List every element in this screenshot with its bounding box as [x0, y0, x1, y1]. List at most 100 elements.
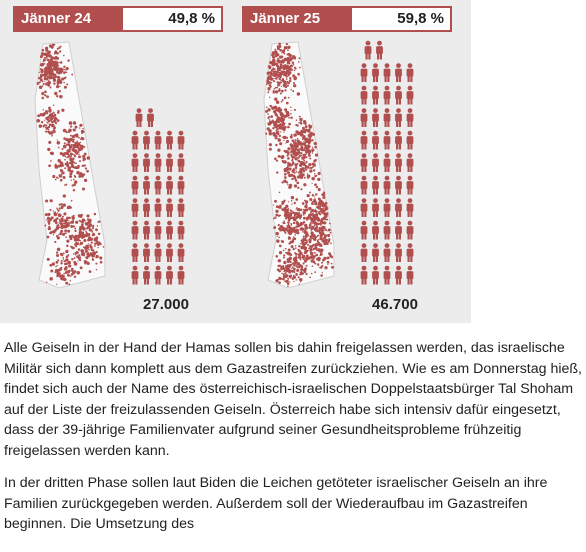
person-icon — [131, 153, 139, 172]
person-icon — [154, 153, 162, 172]
person-icon — [383, 85, 391, 105]
person-icon — [131, 220, 139, 240]
person-icon — [154, 265, 162, 285]
person-icon — [154, 130, 162, 150]
gaza-map — [263, 41, 335, 289]
people-icons — [360, 40, 414, 285]
panel-label: Jänner 24 — [15, 8, 123, 30]
person-icon — [372, 220, 379, 240]
person-icon — [143, 130, 150, 150]
person-icon — [372, 108, 379, 127]
person-icon — [406, 175, 414, 195]
person-icon — [135, 108, 143, 127]
person-icon — [147, 108, 154, 127]
person-icon — [360, 63, 368, 82]
person-icon — [383, 175, 391, 195]
person-icon — [177, 153, 185, 172]
person-icon — [372, 130, 379, 150]
person-icon — [166, 153, 173, 172]
person-icon — [166, 243, 173, 262]
gaza-map — [34, 41, 106, 289]
people-icons — [131, 108, 185, 285]
person-icon — [383, 265, 391, 285]
person-icon — [154, 243, 162, 262]
person-icon — [406, 265, 414, 285]
person-icon — [360, 130, 368, 150]
person-icon — [143, 198, 150, 217]
person-icon — [395, 130, 402, 150]
person-icon — [406, 108, 414, 127]
person-icon — [154, 175, 162, 195]
person-icon — [131, 130, 139, 150]
person-icon — [131, 198, 139, 217]
panel-jan-25: Jänner 25 59,8 % 46.700 — [242, 0, 464, 323]
person-icon — [383, 130, 391, 150]
person-icon — [406, 63, 414, 82]
person-icon — [395, 265, 402, 285]
count-label: 46.700 — [372, 296, 418, 313]
person-icon — [143, 220, 150, 240]
person-icon — [360, 243, 368, 262]
person-icon — [131, 243, 139, 262]
infographic: Jänner 24 49,8 % 27.000 Jänner 25 59,8 %… — [0, 0, 471, 323]
person-icon — [154, 220, 162, 240]
person-icon — [383, 220, 391, 240]
person-icon — [166, 130, 173, 150]
person-icon — [360, 265, 368, 285]
person-icon — [395, 85, 402, 105]
panel-jan-24: Jänner 24 49,8 % 27.000 — [13, 0, 235, 323]
person-icon — [395, 108, 402, 127]
article-paragraph: In der dritten Phase sollen laut Biden d… — [4, 475, 548, 532]
person-icon — [177, 130, 185, 150]
person-icon — [143, 243, 150, 262]
person-icon — [395, 220, 402, 240]
person-icon — [383, 198, 391, 217]
person-icon — [395, 198, 402, 217]
person-icon — [166, 265, 173, 285]
person-icon — [372, 265, 379, 285]
person-icon — [395, 243, 402, 262]
person-icon — [383, 108, 391, 127]
person-icon — [395, 153, 402, 172]
person-icon — [360, 198, 368, 217]
person-icon — [372, 63, 379, 82]
panel-percent: 59,8 % — [397, 10, 444, 27]
person-icon — [406, 153, 414, 172]
person-icon — [360, 220, 368, 240]
person-icon — [395, 63, 402, 82]
person-icon — [177, 220, 185, 240]
person-icon — [406, 198, 414, 217]
panel-header: Jänner 25 59,8 % — [242, 6, 452, 32]
panel-header: Jänner 24 49,8 % — [13, 6, 223, 32]
article-paragraph: Alle Geiseln in der Hand der Hamas solle… — [4, 340, 583, 459]
person-icon — [143, 153, 150, 172]
person-icon — [372, 85, 379, 105]
person-icon — [166, 198, 173, 217]
person-icon — [372, 175, 379, 195]
person-icon — [372, 198, 379, 217]
person-icon — [383, 153, 391, 172]
person-icon — [177, 265, 185, 285]
person-icon — [406, 85, 414, 105]
person-icon — [131, 265, 139, 285]
person-icon — [395, 175, 402, 195]
person-icon — [143, 265, 150, 285]
person-icon — [406, 243, 414, 262]
panel-percent: 49,8 % — [168, 10, 215, 27]
person-icon — [364, 40, 372, 60]
person-icon — [166, 175, 173, 195]
person-icon — [360, 175, 368, 195]
person-icon — [383, 63, 391, 82]
person-icon — [360, 153, 368, 172]
person-icon — [376, 40, 383, 60]
person-icon — [372, 243, 379, 262]
person-icon — [143, 175, 150, 195]
person-icon — [177, 198, 185, 217]
article-body: Alle Geiseln in der Hand der Hamas solle… — [4, 338, 584, 547]
person-icon — [166, 220, 173, 240]
count-label: 27.000 — [143, 296, 189, 313]
person-icon — [406, 220, 414, 240]
person-icon — [131, 175, 139, 195]
person-icon — [383, 243, 391, 262]
person-icon — [372, 153, 379, 172]
